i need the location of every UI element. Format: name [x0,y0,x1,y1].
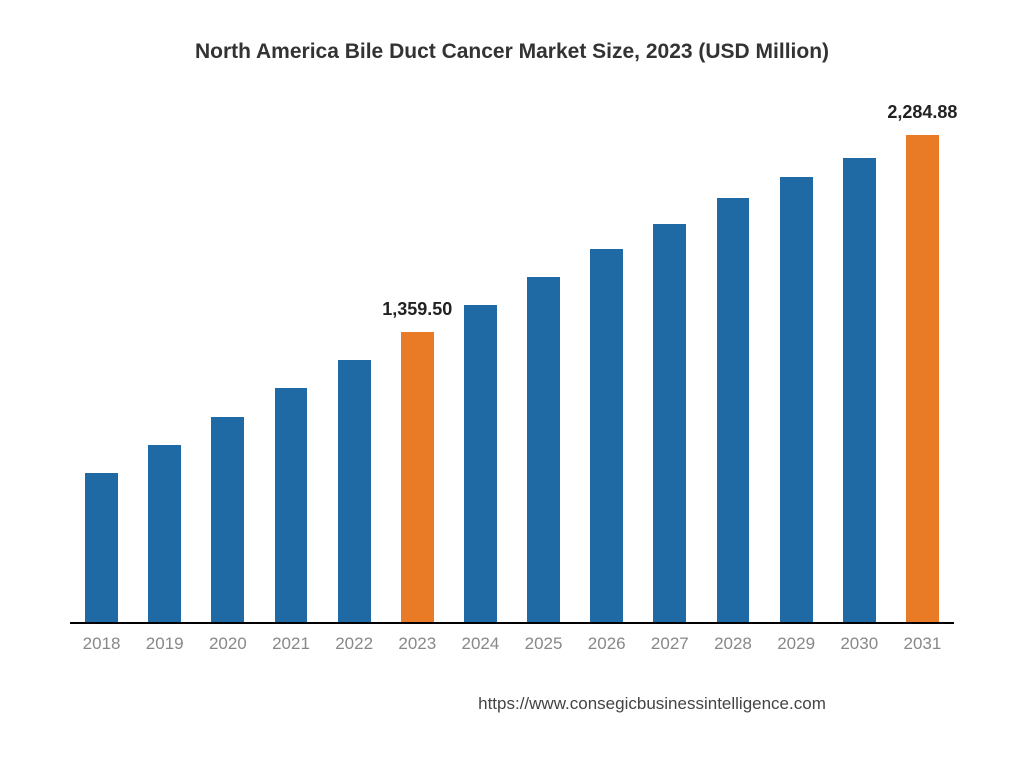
bar [148,445,181,622]
x-axis-label: 2021 [259,634,322,654]
x-axis-label: 2024 [449,634,512,654]
bar-column: 1,359.50 [386,104,449,622]
bar-column [575,104,638,622]
plot-area: 1,359.50 2,284.88 [70,104,954,624]
x-axis-label: 2026 [575,634,638,654]
bar-column [70,104,133,622]
bar-column [449,104,512,622]
bar [527,277,560,622]
source-link: https://www.consegicbusinessintelligence… [40,694,984,714]
bar [780,177,813,622]
x-axis-label: 2025 [512,634,575,654]
bar [275,388,308,622]
bar-column [323,104,386,622]
bar-value-label: 2,284.88 [887,102,957,123]
bar [85,473,118,622]
bar [401,332,434,622]
bar [211,417,244,622]
bar-value-label: 1,359.50 [382,299,452,320]
bar [906,135,939,622]
x-axis-label: 2027 [638,634,701,654]
x-axis-label: 2031 [891,634,954,654]
x-axis-label: 2019 [133,634,196,654]
x-axis-label: 2029 [765,634,828,654]
bar [717,198,750,622]
bar-column [196,104,259,622]
chart-container: North America Bile Duct Cancer Market Si… [0,0,1024,768]
x-axis-label: 2022 [323,634,386,654]
x-axis-label: 2020 [196,634,259,654]
bar [464,305,497,622]
bar-column [828,104,891,622]
bar-column [701,104,764,622]
bar-column [765,104,828,622]
x-axis-label: 2023 [386,634,449,654]
x-axis-labels: 2018201920202021202220232024202520262027… [70,634,954,654]
bar-column [512,104,575,622]
bar-column: 2,284.88 [891,104,954,622]
x-axis-label: 2028 [701,634,764,654]
chart-title: North America Bile Duct Cancer Market Si… [40,40,984,64]
bar-column [638,104,701,622]
bar [843,158,876,622]
x-axis-label: 2018 [70,634,133,654]
bar-column [259,104,322,622]
bar-column [133,104,196,622]
bar [338,360,371,622]
x-axis-label: 2030 [828,634,891,654]
bar [590,249,623,622]
bar [653,224,686,622]
